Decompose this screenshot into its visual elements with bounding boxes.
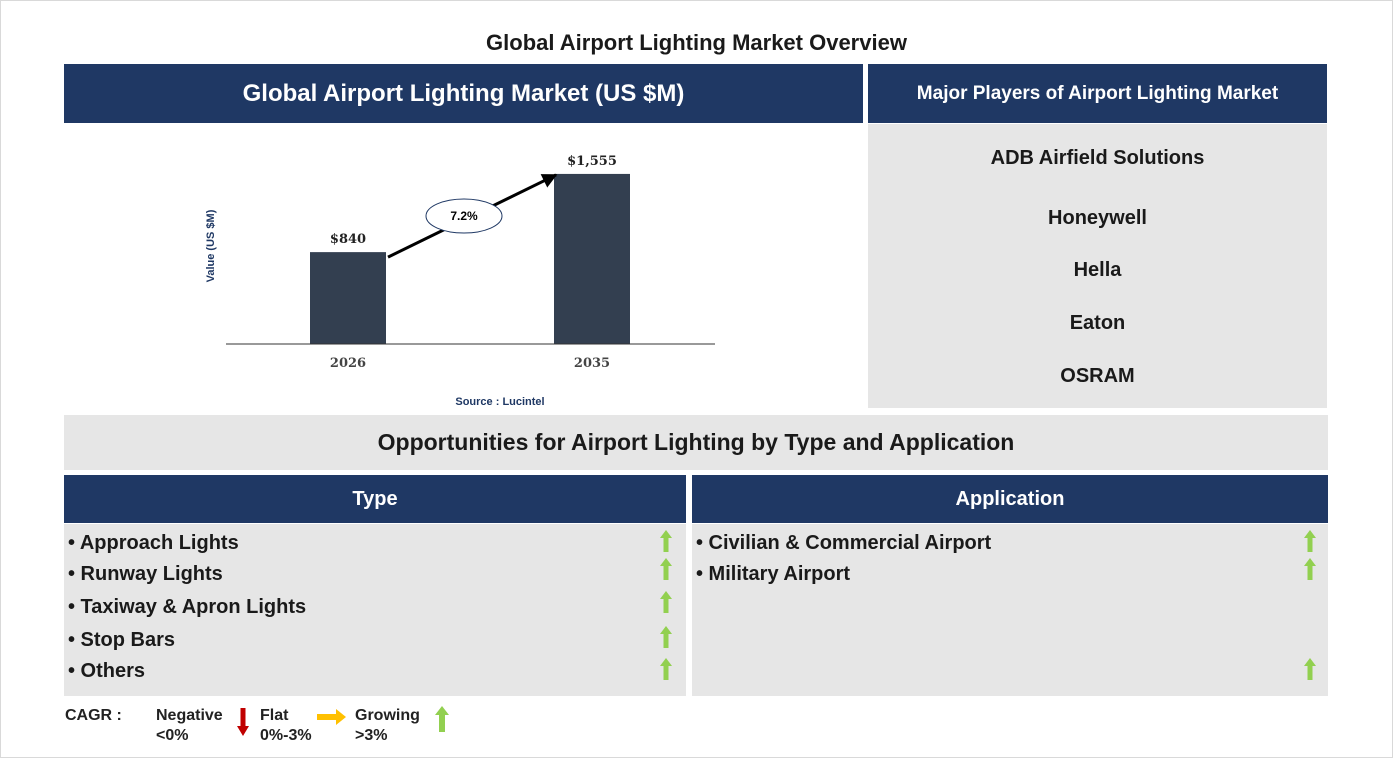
legend-flat-title: Flat <box>260 707 289 724</box>
application-item: • Military Airport <box>696 563 851 585</box>
page-title: Global Airport Lighting Market Overview <box>486 30 907 55</box>
bar-2035 <box>554 173 630 344</box>
type-item: • Stop Bars <box>68 629 176 651</box>
legend-flat-range: 0%-3% <box>260 727 312 744</box>
growing-arrow-icon <box>660 530 672 552</box>
type-item: • Taxiway & Apron Lights <box>68 596 307 618</box>
legend-negative-title: Negative <box>156 707 223 724</box>
type-header: Type <box>64 475 686 523</box>
players-panel: ADB Airfield Solutions Honeywell Hella E… <box>868 124 1327 408</box>
growing-arrow-icon <box>660 558 672 580</box>
chart-panel-header: Global Airport Lighting Market (US $M) <box>64 64 863 123</box>
data-label: $1,555 <box>567 154 617 169</box>
data-label: $840 <box>330 232 366 247</box>
cagr-bubble <box>425 198 503 234</box>
legend-flat-label: Flat 0%-3% <box>260 706 312 746</box>
legend-growing-range: >3% <box>355 727 388 744</box>
chart-source: Source : Lucintel <box>455 396 544 408</box>
market-bar-chart: Value (US $M) $840 2026 $1,555 2035 7.2% So… <box>205 154 715 408</box>
type-item: • Runway Lights <box>68 563 223 585</box>
down-arrow-icon <box>237 708 249 736</box>
type-panel: • Approach Lights • Runway Lights • Taxi… <box>64 524 686 696</box>
legend-negative-range: <0% <box>156 727 189 744</box>
bar-2026 <box>310 252 386 344</box>
right-arrow-icon <box>317 709 346 725</box>
opportunities-header: Opportunities for Airport Lighting by Ty… <box>64 415 1328 470</box>
y-axis-label: Value (US $M) <box>205 209 217 282</box>
type-item: • Approach Lights <box>68 532 239 554</box>
up-arrow-icon <box>435 706 449 732</box>
player-name: Hella <box>1073 259 1122 281</box>
player-name: Honeywell <box>1048 207 1147 229</box>
player-name: Eaton <box>1069 312 1126 334</box>
growing-arrow-icon <box>660 658 672 680</box>
x-tick-label: 2035 <box>574 356 610 371</box>
legend-cagr-label: CAGR : <box>65 707 122 724</box>
legend-negative-label: Negative <0% <box>156 706 223 746</box>
legend-growing-title: Growing <box>355 707 420 724</box>
type-item: • Others <box>68 660 146 682</box>
x-tick-label: 2026 <box>330 356 366 371</box>
players-header: Major Players of Airport Lighting Market <box>868 64 1327 123</box>
legend-growing-label: Growing >3% <box>355 706 420 746</box>
growing-arrow-icon <box>1304 558 1316 580</box>
growing-arrow-icon <box>1304 658 1316 680</box>
growing-arrow-icon <box>1304 530 1316 552</box>
player-name: ADB Airfield Solutions <box>990 147 1205 169</box>
growing-arrow-icon <box>660 626 672 648</box>
application-panel: • Civilian & Commercial Airport • Milita… <box>692 524 1328 696</box>
player-name: OSRAM <box>1060 365 1135 387</box>
cagr-value: 7.2% <box>450 209 478 223</box>
application-item: • Civilian & Commercial Airport <box>696 532 992 554</box>
application-header: Application <box>692 475 1328 523</box>
growing-arrow-icon <box>660 591 672 613</box>
